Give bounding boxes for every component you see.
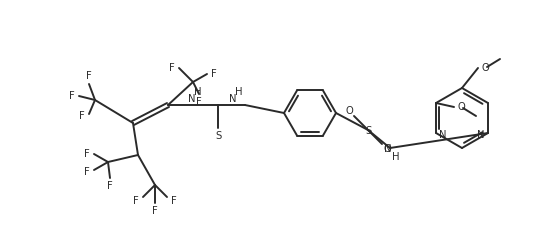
Text: S: S [215, 131, 221, 141]
Text: N: N [229, 94, 236, 104]
Text: F: F [86, 71, 92, 81]
Text: F: F [211, 69, 217, 79]
Text: H: H [194, 87, 202, 97]
Text: N: N [384, 144, 392, 154]
Text: F: F [133, 196, 139, 206]
Text: F: F [69, 91, 75, 101]
Text: F: F [107, 181, 113, 191]
Text: H: H [392, 152, 400, 162]
Text: F: F [84, 167, 90, 177]
Text: O: O [345, 106, 353, 116]
Text: O: O [383, 144, 391, 154]
Text: O: O [481, 63, 489, 73]
Text: H: H [235, 87, 242, 97]
Text: F: F [84, 149, 90, 159]
Text: N: N [477, 130, 485, 140]
Text: N: N [439, 130, 447, 140]
Text: F: F [171, 196, 177, 206]
Text: F: F [169, 63, 175, 73]
Text: F: F [152, 206, 158, 216]
Text: F: F [196, 97, 202, 107]
Text: F: F [79, 111, 85, 121]
Text: S: S [365, 126, 371, 136]
Text: N: N [188, 94, 196, 104]
Text: O: O [457, 102, 465, 112]
